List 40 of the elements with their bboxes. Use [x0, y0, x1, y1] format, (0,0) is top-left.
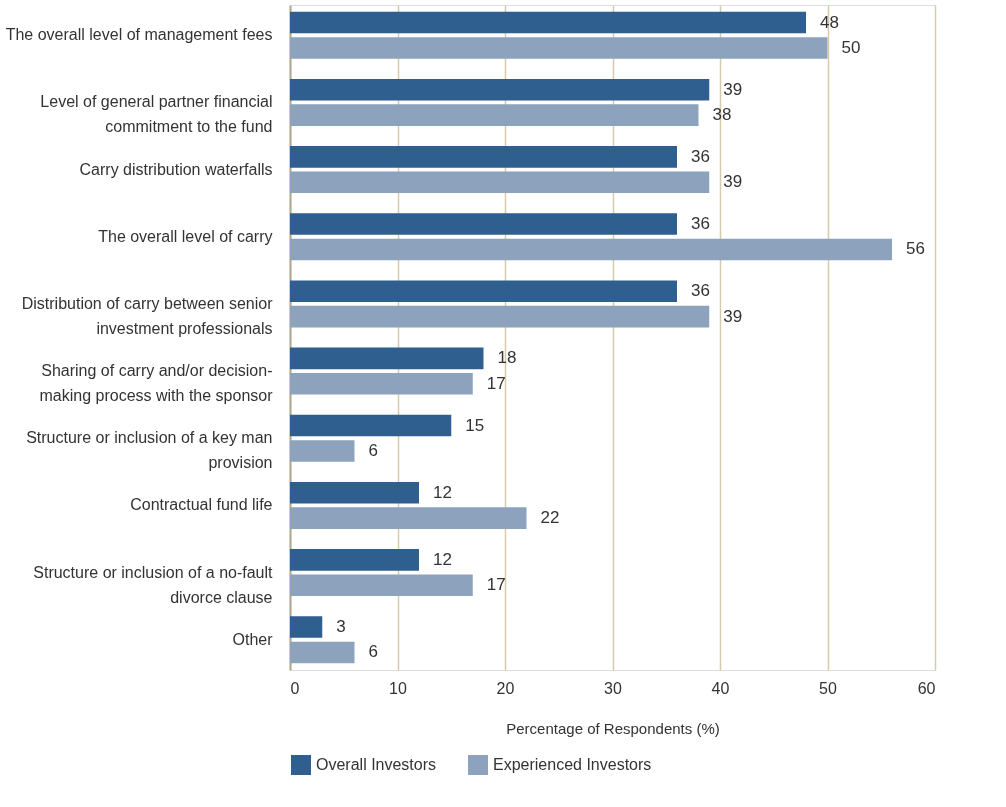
x-tick-label: 60: [917, 679, 936, 697]
y-tick-label: Other: [232, 630, 274, 648]
x-tick-label: 0: [290, 679, 300, 697]
data-label: 39: [723, 172, 743, 192]
data-label: 39: [723, 79, 743, 99]
legend-label: Overall Investors: [316, 756, 437, 773]
y-tick-label: Sharing of carry and/or decision-making process with the sponsor: [39, 362, 274, 405]
y-tick-label: Carry distribution waterfalls: [79, 160, 273, 178]
y-tick-label: Level of general partner financial commitment to the fund: [40, 93, 273, 136]
data-label: 17: [486, 373, 506, 393]
y-tick-label: The overall level of carry: [98, 227, 273, 245]
legend-label: Experienced Investors: [493, 756, 652, 773]
data-label: 17: [486, 575, 506, 595]
y-tick-label: Distribution of carry between senior investment professionals: [21, 294, 274, 337]
data-label: 50: [841, 37, 861, 57]
y-tick-label: Contractual fund life: [130, 496, 273, 514]
data-label: 38: [712, 105, 732, 125]
data-label: 39: [723, 306, 743, 326]
x-axis-title: Percentage of Respondents (%): [506, 719, 720, 737]
x-tick-label: 50: [819, 679, 837, 697]
data-label: 36: [691, 214, 710, 234]
data-label: 6: [368, 642, 378, 662]
data-label: 36: [691, 146, 710, 166]
data-label: 15: [465, 415, 485, 435]
x-tick-label: 20: [496, 679, 515, 697]
data-label: 3: [336, 617, 346, 637]
y-tick-label: Structure or inclusion of a key man provision: [26, 429, 273, 472]
data-label: 12: [433, 482, 452, 502]
data-label: 48: [820, 12, 839, 32]
data-label: 56: [906, 239, 925, 259]
x-tick-label: 10: [389, 679, 407, 697]
data-label: 18: [497, 348, 517, 368]
data-label: 12: [433, 549, 452, 569]
data-label: 22: [540, 508, 560, 528]
x-tick-label: 30: [604, 679, 622, 697]
data-label: 36: [691, 281, 710, 301]
x-tick-label: 40: [711, 679, 730, 697]
y-tick-label: The overall level of management fees: [5, 26, 273, 44]
data-label: 6: [368, 440, 378, 460]
y-tick-label: Structure or inclusion of a no-fault divorce clause: [33, 563, 274, 606]
